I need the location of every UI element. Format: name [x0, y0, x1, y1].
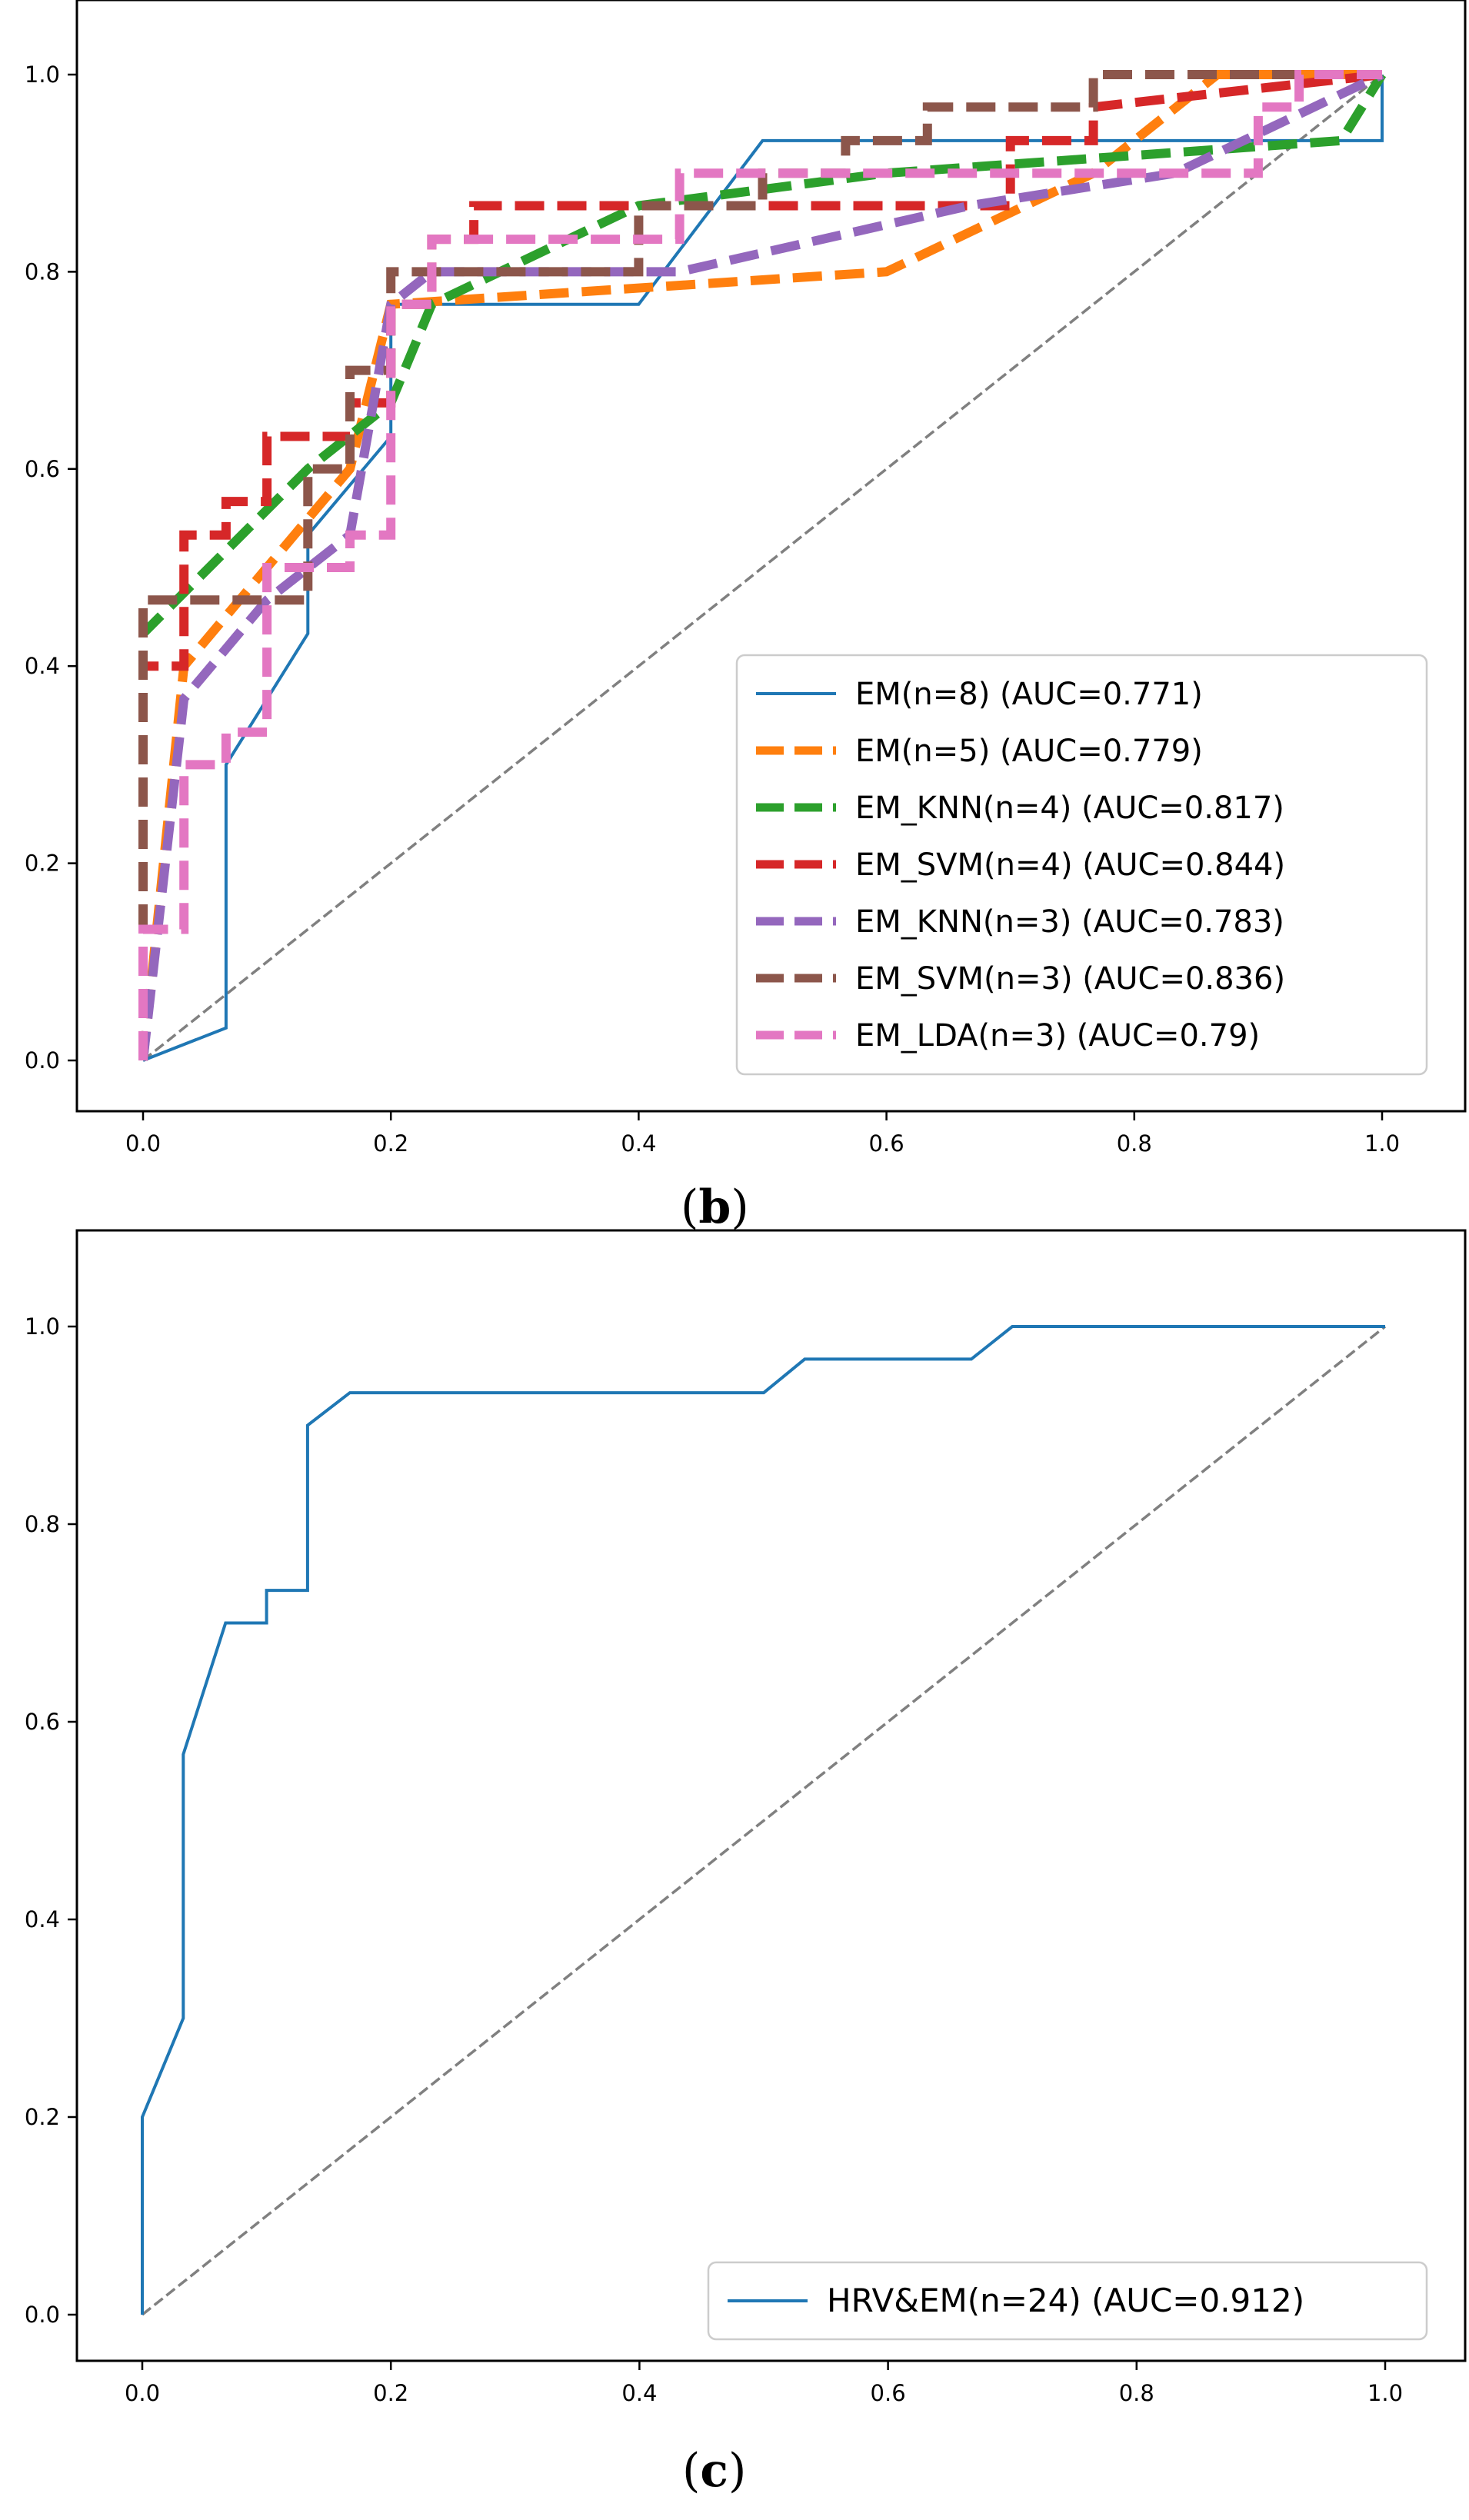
- chart-panel-b: 0.0 0.2 0.4 0.6 0.8 1.0 0.0 0.2 0.4 0.6 0.8 1.0 EM(n…: [25, 0, 1467, 1157]
- y-tick-label: 0.2: [25, 2104, 60, 2130]
- y-tick-label: 0.0: [25, 1047, 60, 1074]
- legend-label: EM(n=8) (AUC=0.771): [855, 677, 1203, 712]
- x-tick-label: 0.6: [869, 1130, 904, 1157]
- roc-curve-1: [141, 1325, 1385, 2315]
- chance-line: [142, 73, 1384, 1062]
- roc-curve-6: [138, 70, 1382, 1060]
- y-tick-label: 0.8: [25, 1511, 60, 1537]
- legend-box: [735, 654, 1428, 1076]
- panel-label-b: (b): [681, 1180, 749, 1234]
- x-tick-label: 0.0: [125, 2380, 160, 2406]
- x-tick-label: 0.8: [1117, 1130, 1152, 1157]
- x-tick-label: 0.4: [621, 1130, 656, 1157]
- legend: EM(n=8) (AUC=0.771) EM(n=5) (AUC=0.779) EM…: [735, 654, 1428, 1076]
- x-tick-label: 0.0: [125, 1130, 161, 1157]
- legend-label: EM_SVM(n=3) (AUC=0.836): [855, 961, 1285, 997]
- legend-label: EM_KNN(n=3) (AUC=0.783): [855, 904, 1284, 940]
- y-tick-label: 0.4: [25, 653, 60, 679]
- roc-curve-7: [138, 70, 1382, 1060]
- x-tick-label: 0.4: [621, 2380, 657, 2406]
- chart-panel-c: 0.0 0.2 0.4 0.6 0.8 1.0 0.0 0.2 0.4 0.6 0.8 1.0 HRV&…: [25, 1229, 1467, 2406]
- y-tick-label: 0.2: [25, 851, 60, 877]
- legend-label: EM(n=5) (AUC=0.779): [855, 734, 1203, 769]
- legend: HRV&EM(n=24) (AUC=0.912): [707, 2261, 1428, 2341]
- y-tick-label: 0.6: [25, 456, 60, 482]
- y-tick-label: 0.8: [25, 258, 60, 285]
- legend-label: HRV&EM(n=24) (AUC=0.912): [827, 2282, 1304, 2319]
- legend-label: EM_SVM(n=4) (AUC=0.844): [855, 847, 1285, 883]
- x-tick-label: 0.8: [1119, 2380, 1154, 2406]
- y-tick-label: 1.0: [25, 62, 60, 88]
- x-tick-label: 1.0: [1367, 2380, 1403, 2406]
- legend-box: [707, 2261, 1428, 2341]
- x-tick-label: 1.0: [1364, 1130, 1400, 1157]
- legend-label: EM_KNN(n=4) (AUC=0.817): [855, 791, 1284, 826]
- axes-frame: [75, 1229, 1467, 2362]
- panel-label-c: (c): [682, 2444, 747, 2498]
- roc-curve-5: [138, 70, 1384, 1061]
- y-tick-label: 1.0: [25, 1313, 60, 1340]
- y-tick-label: 0.0: [25, 2302, 60, 2328]
- y-tick-label: 0.6: [25, 1709, 60, 1735]
- x-tick-label: 0.2: [373, 2380, 408, 2406]
- chance-line: [141, 1325, 1387, 2316]
- y-tick-label: 0.4: [25, 1906, 60, 1932]
- roc-curve-3: [138, 72, 1387, 1060]
- x-tick-label: 0.6: [871, 2380, 906, 2406]
- x-tick-label: 0.2: [373, 1130, 408, 1157]
- legend-label: EM_LDA(n=3) (AUC=0.79): [855, 1018, 1260, 1054]
